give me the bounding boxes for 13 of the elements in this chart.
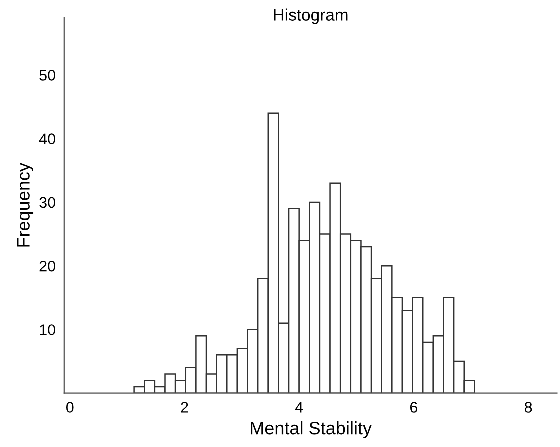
x-tick-label: 8 — [524, 402, 532, 413]
x-tick-label: 0 — [66, 402, 74, 413]
y-tick-label: 50 — [40, 70, 56, 81]
x-axis-title: Mental Stability — [251, 421, 372, 438]
y-tick-label: 20 — [40, 260, 56, 272]
y-axis-title: Frequency — [17, 163, 34, 247]
chart-title: Histogram — [274, 8, 348, 24]
y-tick-label: 30 — [40, 197, 56, 208]
x-tick-label: 2 — [181, 402, 188, 413]
y-tick-label: 10 — [40, 324, 56, 336]
x-tick-label: 6 — [410, 402, 418, 413]
x-tick-label: 4 — [295, 402, 304, 413]
y-tick-label: 40 — [39, 134, 56, 144]
